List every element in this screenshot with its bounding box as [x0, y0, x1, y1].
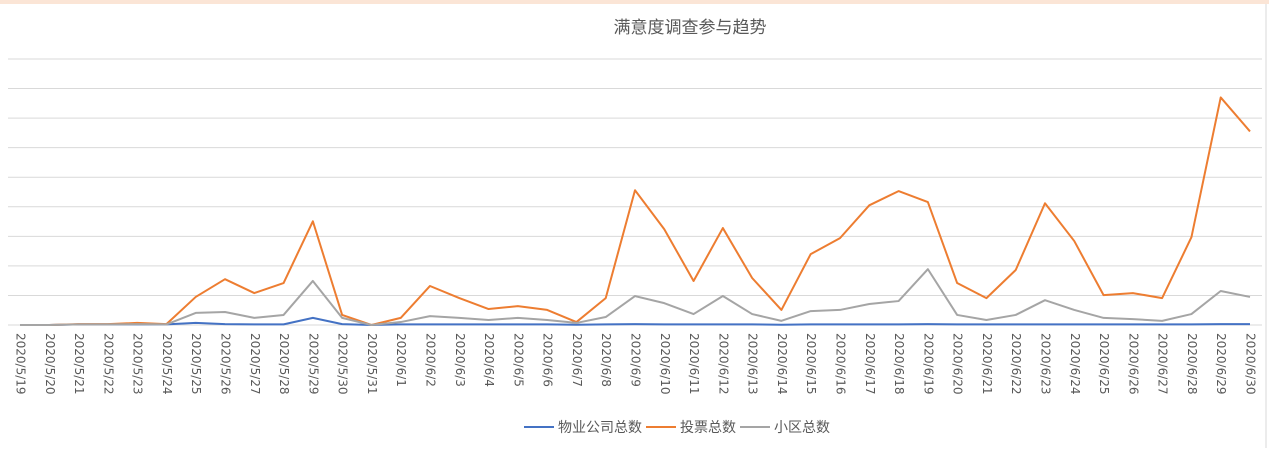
- x-tick-label: 2020/5/25: [189, 333, 203, 395]
- x-tick-label: 2020/6/18: [892, 333, 906, 395]
- x-tick-label: 2020/6/20: [951, 333, 965, 395]
- x-tick-label: 2020/6/12: [716, 333, 730, 395]
- x-tick-label: 2020/6/7: [570, 333, 584, 387]
- x-tick-label: 2020/6/4: [482, 333, 496, 387]
- legend-label: 小区总数: [774, 420, 830, 436]
- x-tick-label: 2020/5/31: [365, 333, 379, 395]
- x-tick-label: 2020/6/24: [1068, 333, 1082, 395]
- x-tick-label: 2020/6/6: [541, 333, 555, 387]
- series-line: [20, 96, 1251, 326]
- x-tick-label: 2020/6/10: [658, 333, 672, 395]
- x-tick-label: 2020/6/5: [511, 333, 525, 387]
- legend-label: 物业公司总数: [558, 420, 642, 436]
- plot: [20, 96, 1251, 326]
- x-tick-label: 2020/6/1: [394, 333, 408, 387]
- x-tick-label: 2020/6/25: [1097, 333, 1111, 395]
- x-tick-label: 2020/6/28: [1185, 333, 1199, 395]
- x-tick-label: 2020/6/17: [863, 333, 877, 395]
- x-tick-label: 2020/6/23: [1039, 333, 1053, 395]
- x-tick-label: 2020/6/15: [804, 333, 818, 395]
- x-tick-label: 2020/5/20: [43, 333, 57, 395]
- x-tick-label: 2020/6/16: [834, 333, 848, 395]
- x-tick-label: 2020/5/22: [101, 333, 115, 395]
- x-tick-label: 2020/6/27: [1156, 333, 1170, 395]
- top-border: [0, 0, 1269, 4]
- chart-title: 满意度调查参与趋势: [614, 18, 767, 38]
- legend-label: 投票总数: [680, 420, 736, 436]
- x-tick-label: 2020/6/21: [980, 333, 994, 395]
- x-tick-label: 2020/5/23: [131, 333, 145, 395]
- series-line: [20, 316, 1250, 326]
- x-tick-label: 2020/6/3: [453, 333, 467, 387]
- legend: 物业公司总数 投票总数 小区总数: [524, 420, 830, 436]
- x-tick-label: 2020/6/13: [746, 333, 760, 395]
- x-tick-label: 2020/6/2: [424, 333, 438, 387]
- x-tick-label: 2020/5/29: [306, 333, 320, 395]
- x-tick-label: 2020/5/19: [14, 333, 28, 395]
- x-tick-label: 2020/5/24: [160, 333, 174, 395]
- x-axis: 2020/5/19 2020/5/20 2020/5/21 2020/5/22 2020…: [14, 333, 1258, 395]
- x-tick-label: 2020/6/29: [1214, 333, 1228, 395]
- x-tick-label: 2020/6/30: [1244, 333, 1258, 395]
- x-tick-label: 2020/6/8: [599, 333, 613, 387]
- x-tick-label: 2020/5/26: [219, 333, 233, 395]
- x-tick-label: 2020/5/28: [277, 333, 291, 395]
- series-line: [20, 268, 1251, 326]
- x-tick-label: 2020/5/27: [248, 333, 262, 395]
- x-tick-label: 2020/6/19: [921, 333, 935, 395]
- x-tick-label: 2020/6/14: [775, 333, 789, 395]
- x-tick-label: 2020/6/26: [1126, 333, 1140, 395]
- x-tick-label: 2020/6/9: [629, 333, 643, 387]
- x-tick-label: 2020/5/30: [336, 333, 350, 395]
- x-tick-label: 2020/6/22: [1009, 333, 1023, 395]
- x-tick-label: 2020/5/21: [72, 333, 86, 395]
- x-tick-label: 2020/6/11: [687, 333, 701, 395]
